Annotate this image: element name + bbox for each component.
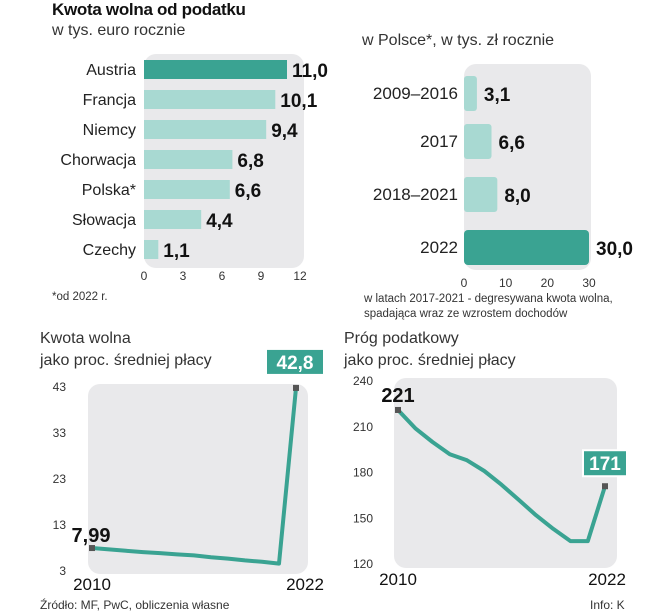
chart3-xtick-label: 2010 [73,575,111,594]
chart2-subtitle: w Polsce*, w tys. zł rocznie [362,32,555,49]
chart2-bar [464,177,498,212]
chart4-panel [394,378,617,568]
chart3-start-point [89,545,95,552]
chart4-ytick-label: 180 [353,466,373,480]
chart1-value-label: 6,8 [237,151,263,172]
chart1-tick-label: 6 [219,269,226,283]
chart4-start-value-label: 221 [381,385,414,407]
chart3-ytick-label: 3 [59,564,66,578]
chart1-category-label: Austria [86,62,136,79]
chart3-end-point [293,384,299,391]
chart1-value-label: 11,0 [292,61,328,82]
chart2-category-label: 2009–2016 [373,84,458,103]
chart1-category-label: Polska* [82,182,136,199]
chart2-footnote: w latach 2017-2021 - degresywana kwota w… [364,293,613,320]
chart3-ytick-label: 33 [53,426,67,440]
chart2-tick-label: 30 [582,276,596,290]
chart2-tick-label: 0 [461,276,468,290]
chart1-category-label: Niemcy [83,122,136,139]
chart4-ytick-label: 120 [353,557,373,571]
chart3-title-line2: jako proc. średniej płacy [40,352,212,369]
chart1-tick-label: 0 [141,269,148,283]
chart1-category-label: Czechy [83,242,136,259]
chart4-start-point [395,406,401,413]
chart3-ytick-label: 43 [53,380,67,394]
chart1-category-label: Słowacja [72,212,136,229]
chart1-value-label: 6,6 [235,181,261,202]
chart1-tick-label: 9 [258,269,265,283]
chart1-bar [144,60,287,79]
chart2-category-label: 2017 [420,132,458,151]
chart3-xtick-label: 2022 [286,575,324,594]
chart3-start-value-label: 7,99 [72,525,111,547]
chart1-tick-label: 3 [180,269,187,283]
chart1-value-label: 4,4 [206,211,233,232]
chart2-tick-label: 10 [499,276,513,290]
chart1-tick-label: 12 [293,269,307,283]
chart3-ytick-label: 23 [53,472,67,486]
chart1-value-label: 9,4 [271,121,298,142]
chart2-value-label: 6,6 [499,133,525,154]
chart2-value-label: 8,0 [504,186,530,207]
chart1-value-label: 1,1 [163,241,190,262]
chart4-ytick-label: 240 [353,374,373,388]
chart4-title-line2: jako proc. średniej płacy [344,352,516,369]
chart1-bar [144,150,233,169]
chart3-end-value-badge [265,347,325,376]
chart1-bar [144,240,159,259]
chart4-title-line1: Próg podatkowy [344,330,459,347]
chart4-xtick-label: 2010 [379,570,417,589]
chart4-end-point [602,483,608,490]
chart4-xtick-label: 2022 [588,570,626,589]
credit-note: Info: K [590,598,625,612]
chart1-subtitle: w tys. euro rocznie [52,22,186,39]
chart3-title-line1: Kwota wolna [40,330,131,347]
chart1-footnote: *od 2022 r. [52,291,108,303]
chart2-panel [464,64,591,270]
chart4-end-value-label: 171 [589,454,621,475]
chart3-panel [88,384,308,574]
chart4-ytick-label: 210 [353,420,373,434]
chart4-end-value-badge [582,449,628,478]
chart1-bar [144,180,230,199]
chart1-category-label: Chorwacja [60,152,136,169]
chart1-title: Kwota wolna od podatku [52,0,246,19]
source-note: Źródło: MF, PwC, obliczenia własne [40,598,230,612]
chart1-value-label: 10,1 [280,91,317,112]
chart2-value-label: 3,1 [484,85,511,106]
chart3-series-line [90,385,298,566]
chart1-bar [144,90,276,109]
chart1-category-label: Francja [83,92,136,109]
chart2-tick-label: 20 [541,276,555,290]
chart2-bar [464,124,492,159]
chart1-bar [144,120,267,139]
chart2-category-label: 2018–2021 [373,185,458,204]
chart2-bar [464,76,477,111]
chart3-ytick-label: 13 [53,518,67,532]
chart2-value-label: 30,0 [596,239,633,260]
chart3-end-value-label: 42,8 [277,353,314,374]
chart2-bar [464,230,589,265]
chart1-bar [144,210,202,229]
chart4-ytick-label: 150 [353,511,373,525]
chart2-category-label: 2022 [420,238,458,257]
chart4-series-line [396,408,607,544]
